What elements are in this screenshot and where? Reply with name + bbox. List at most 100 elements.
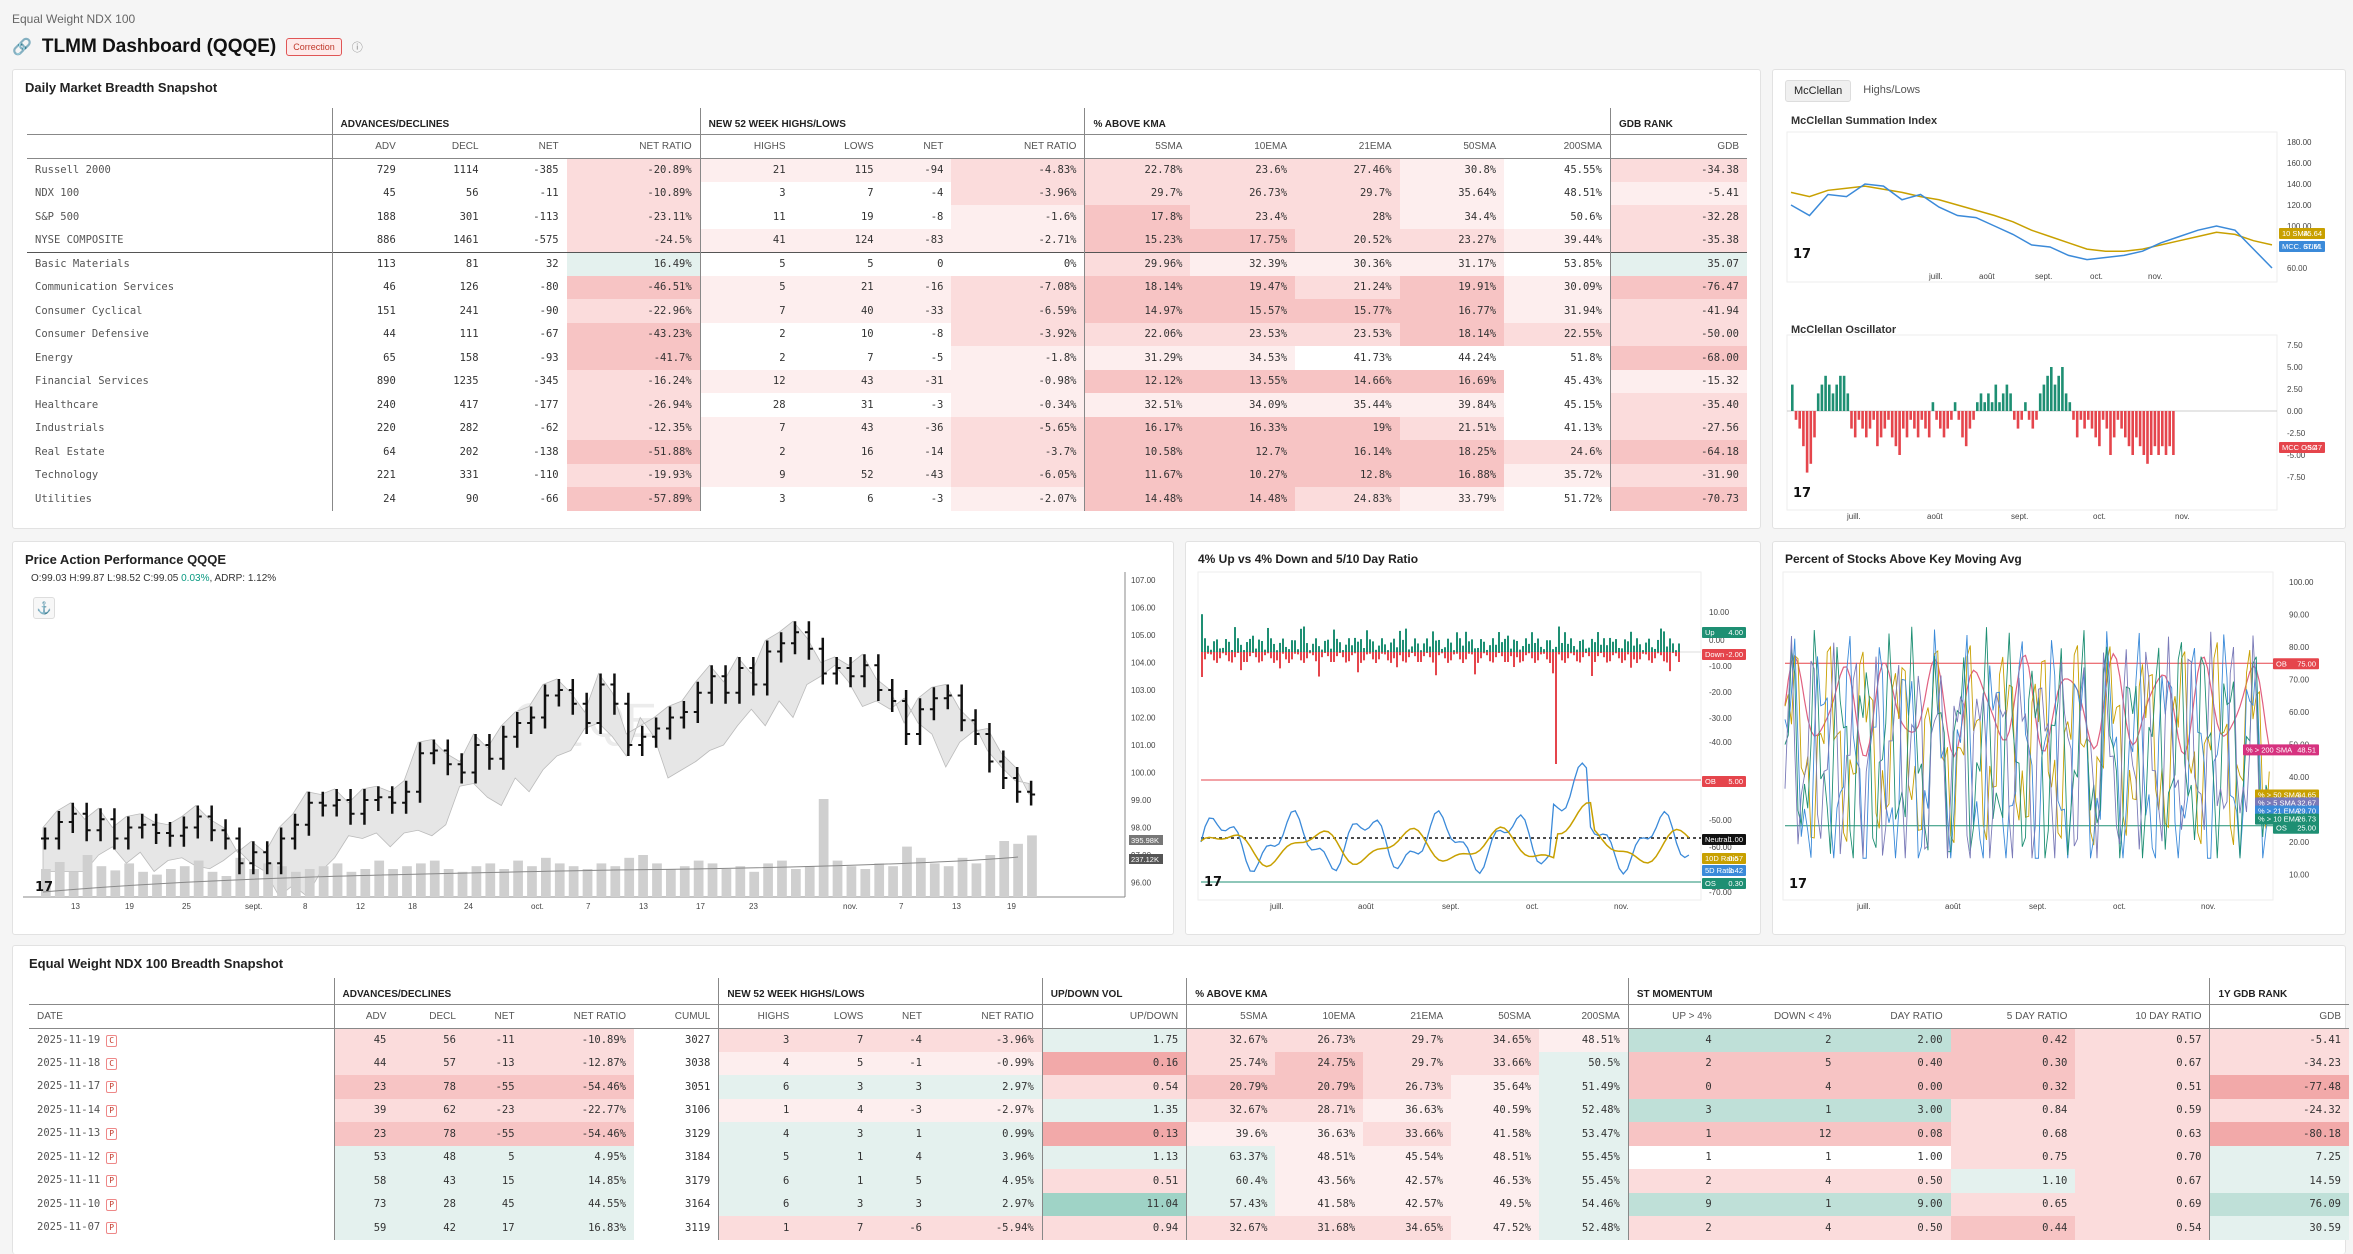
series-line — [1790, 185, 2273, 252]
status-box: P — [106, 1198, 118, 1211]
oscillator-title: McClellan Oscillator — [1791, 324, 1897, 336]
oscillator-bar — [1990, 402, 1994, 411]
row-label: Consumer Cyclical — [35, 304, 143, 317]
table-cell: 53 — [333, 1145, 395, 1169]
table-row: Utilities 24 90 -66 -57.89% 3 6 -3 -2.07% 14.48% 1… — [27, 487, 1747, 511]
tab-highs-lows[interactable]: Highs/Lows — [1863, 84, 1921, 96]
table-cell: 18.25% — [1399, 440, 1505, 464]
table-cell: -50.00 — [1609, 322, 1747, 346]
table-cell: 35.07 — [1609, 251, 1747, 276]
oscillator-bar — [1890, 411, 1894, 438]
up-bar — [1378, 645, 1380, 652]
volume-bar — [41, 869, 51, 897]
column-header: 21EMA — [1295, 134, 1400, 159]
down-bar — [1249, 652, 1251, 657]
up-bar — [1618, 647, 1620, 652]
table-row: 2025-11-10 P 73 28 45 44.55% 3164 6 3 3 2.97% 11.04… — [29, 1192, 2349, 1216]
oscillator-bar — [1839, 375, 1842, 411]
info-icon[interactable]: ⓘ — [351, 42, 363, 54]
plot-area — [1197, 571, 1702, 901]
up-bar — [1246, 642, 1248, 652]
up-bar — [1216, 639, 1218, 652]
up-bar — [1615, 639, 1617, 652]
down-bar — [1585, 652, 1587, 654]
up-bar — [1576, 649, 1578, 652]
up-bar — [1375, 649, 1377, 652]
table-cell: 2 — [699, 440, 794, 464]
table-cell: 49.5% — [1451, 1192, 1539, 1216]
up-bar — [1624, 639, 1626, 652]
down-bar — [1360, 652, 1362, 663]
table-cell: 3 — [797, 1192, 872, 1216]
table-row: 2025-11-13 P 23 78 -55 -54.46% 3129 4 3 1 0.99% 0.1… — [29, 1122, 2349, 1146]
table-cell: 3106 — [685, 1104, 711, 1117]
200sma-tag-label: % > 200 SMA — [2246, 745, 2292, 754]
oscillator-bar — [2146, 411, 2149, 464]
table-cell: 0.67 — [2075, 1169, 2210, 1193]
table-cell: 6 — [718, 1075, 798, 1099]
table-cell: -55 — [463, 1075, 523, 1099]
up-bar — [1672, 643, 1674, 652]
table-cell: 29.7% — [1295, 181, 1400, 205]
price-axis-label: 103.00 — [1131, 686, 1156, 695]
tab-mcclellan[interactable]: McClellan — [1785, 80, 1852, 102]
table-cell: -6 — [871, 1216, 930, 1240]
5d-ratio-line — [1200, 762, 1690, 875]
table-cell: 0.42 — [1950, 1028, 2076, 1052]
down-bar — [1525, 652, 1527, 656]
date-cell: 2025-11-12 P — [29, 1146, 334, 1170]
5sma-tag-label: % > 5 SMA — [2258, 798, 2296, 807]
oscillator-bar — [2135, 411, 2138, 438]
down-bar — [1288, 652, 1290, 663]
table-cell: 16.17% — [1084, 416, 1191, 440]
down-bar — [1474, 652, 1476, 675]
link-icon[interactable]: 🔗 — [12, 39, 32, 56]
axis-tick-label: 40.00 — [2289, 773, 2310, 782]
table-cell: 0.54 — [2075, 1216, 2210, 1240]
oscillator-bar — [1979, 393, 1983, 411]
column-header: NET RATIO — [951, 134, 1085, 159]
up-bar — [1414, 638, 1416, 652]
volume-bar — [610, 866, 621, 897]
oscillator-bar — [2072, 411, 2075, 420]
table-cell: -62 — [539, 422, 559, 435]
date-cell: 2025-11-07 P — [29, 1216, 334, 1240]
up-bar — [1552, 649, 1554, 652]
table-cell: 44 — [331, 322, 404, 346]
table-cell: 43 — [793, 369, 882, 393]
down-bar — [1204, 652, 1206, 660]
table-cell: -23.11% — [566, 205, 701, 229]
up-bar — [1486, 649, 1488, 652]
table-cell: 17.8% — [1084, 205, 1191, 229]
down-bar — [1330, 652, 1332, 662]
table-cell: 45.54% — [1363, 1145, 1452, 1169]
oscillator-bar — [1927, 411, 1931, 438]
ema-band — [42, 620, 1030, 897]
oscillator-bar — [1798, 411, 1801, 429]
volume-bar — [818, 799, 829, 897]
table-cell: 23 — [333, 1122, 395, 1146]
table-cell: 23 — [333, 1075, 395, 1099]
table-cell: 36.63% — [1363, 1098, 1452, 1122]
up-bar — [1408, 649, 1410, 652]
row-label: Healthcare — [35, 398, 99, 411]
table-cell: 0.51 — [2075, 1075, 2210, 1099]
up-bar — [1333, 629, 1335, 652]
oscillator-bar — [2161, 411, 2164, 447]
table-cell: 30.59 — [2209, 1216, 2349, 1240]
table-cell: -5.94% — [929, 1216, 1043, 1240]
column-header: NET RATIO — [929, 1004, 1043, 1029]
up-bar — [1204, 638, 1206, 652]
table-cell: 220 — [331, 416, 404, 440]
down-bar — [1390, 652, 1392, 663]
down-bar — [1480, 652, 1482, 659]
table-cell: -16.24% — [566, 369, 701, 393]
ob-tag-bg — [1702, 776, 1746, 787]
anchor-icon[interactable]: ⚓ — [33, 597, 55, 619]
table-cell: -12.87% — [522, 1051, 635, 1075]
date-value: 2025-11-18 — [37, 1056, 101, 1069]
up-bar — [1219, 648, 1221, 652]
table-row: Real Estate 64 202 -138 -51.88% 2 16 -14 -3.7% 10… — [27, 440, 1747, 464]
change-percent: 0.03% — [181, 573, 210, 584]
price-axis-label: 98.00 — [1131, 824, 1152, 833]
